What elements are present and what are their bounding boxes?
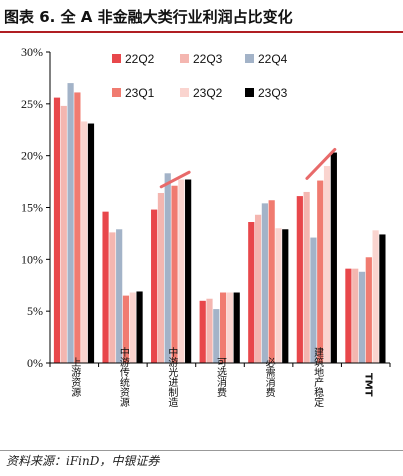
bar-22Q2-2 <box>151 209 158 363</box>
bar-22Q4-4 <box>261 203 268 363</box>
y-tick-label: 10% <box>21 252 43 266</box>
bar-23Q3-2 <box>185 179 192 363</box>
bar-22Q2-1 <box>102 211 109 363</box>
bar-23Q3-5 <box>330 152 337 363</box>
bar-22Q4-1 <box>116 229 123 363</box>
bar-22Q4-5 <box>310 237 317 363</box>
x-axis: 上游资源 中游传统资源 中游光进制造 可选消费 必需消费 建筑地产稳定 TMT <box>49 346 391 408</box>
legend-label: 23Q1 <box>125 86 155 100</box>
chart-title: 图表 6. 全 A 非金融大类行业利润占比变化 <box>4 8 293 26</box>
bar-23Q1-4 <box>268 200 275 363</box>
bar-22Q2-3 <box>199 300 206 363</box>
bar-chart: 0% 5% 10% 15% 20% 25% 30% 上游资源 中游传统资源 中游光进制造 可选消费… <box>21 45 391 408</box>
bar-23Q2-3 <box>226 292 233 363</box>
y-tick-label: 30% <box>21 45 43 59</box>
bar-23Q1-1 <box>122 295 130 363</box>
legend-swatch-22Q3 <box>180 54 189 63</box>
bar-23Q2-1 <box>129 292 136 363</box>
bar-22Q2-5 <box>296 196 303 363</box>
bar-23Q2-0 <box>81 121 88 364</box>
bar-23Q2-6 <box>372 230 379 363</box>
bar-23Q3-4 <box>282 229 289 363</box>
legend-swatch-22Q4 <box>245 54 254 63</box>
bar-23Q3-6 <box>379 234 386 363</box>
bar-22Q3-5 <box>303 191 310 363</box>
x-category-label: 中游光进制造 <box>166 346 178 407</box>
y-tick-label: 15% <box>21 201 43 215</box>
bar-23Q1-3 <box>220 292 227 363</box>
y-tick-label: 20% <box>21 149 43 163</box>
trend-mark-1 <box>305 147 337 180</box>
legend-label: 23Q2 <box>193 86 223 100</box>
legend-swatch-23Q2 <box>180 88 189 97</box>
x-category-label: 必需消费 <box>263 356 275 398</box>
legend-swatch-22Q2 <box>112 54 121 63</box>
title-divider <box>0 31 403 33</box>
legend-label: 23Q3 <box>258 86 288 100</box>
bar-series <box>53 83 386 364</box>
bar-23Q1-5 <box>317 180 324 363</box>
bar-23Q3-3 <box>233 292 240 363</box>
x-category-label: TMT <box>363 373 374 397</box>
source-divider <box>0 450 403 451</box>
x-category-label: 上游资源 <box>69 357 81 398</box>
bar-23Q1-0 <box>74 92 81 364</box>
bar-23Q3-0 <box>87 123 95 363</box>
bar-22Q4-2 <box>164 173 171 363</box>
y-tick-label: 0% <box>27 356 43 370</box>
trend-marks <box>159 147 337 189</box>
bar-23Q2-5 <box>323 166 331 363</box>
y-axis: 0% 5% 10% 15% 20% 25% 30% <box>21 45 51 370</box>
x-category-label: 可选消费 <box>215 357 227 398</box>
legend: 22Q2 22Q3 22Q4 23Q1 23Q2 23Q3 <box>112 52 288 100</box>
bar-23Q3-1 <box>136 291 143 363</box>
x-category-label: 建筑地产稳定 <box>312 346 324 408</box>
bar-22Q3-1 <box>109 232 116 363</box>
source-note: 资料来源：iFinD，中银证券 <box>6 454 160 468</box>
bar-22Q3-0 <box>60 105 67 363</box>
bar-22Q2-4 <box>248 222 255 363</box>
y-tick-label: 5% <box>27 304 43 318</box>
trend-mark-0 <box>159 170 191 189</box>
legend-label: 22Q3 <box>193 52 223 66</box>
bar-22Q4-3 <box>213 309 220 363</box>
bar-22Q3-6 <box>352 268 359 363</box>
bar-22Q3-3 <box>206 298 213 363</box>
legend-swatch-23Q1 <box>112 88 121 97</box>
bar-23Q2-4 <box>275 228 282 363</box>
bar-22Q2-0 <box>53 97 61 364</box>
bar-22Q4-6 <box>358 271 366 363</box>
bar-23Q2-2 <box>178 179 185 363</box>
bar-22Q2-6 <box>345 268 352 363</box>
bar-22Q3-4 <box>254 214 262 363</box>
legend-label: 22Q4 <box>258 52 288 66</box>
y-tick-label: 25% <box>21 97 43 111</box>
x-category-label: 中游传统资源 <box>117 346 129 408</box>
legend-label: 22Q2 <box>125 52 155 66</box>
bar-22Q3-2 <box>157 192 165 363</box>
legend-swatch-23Q3 <box>245 88 254 97</box>
bar-23Q1-2 <box>171 185 178 363</box>
bar-23Q1-6 <box>365 257 372 363</box>
bar-22Q4-0 <box>67 83 74 363</box>
